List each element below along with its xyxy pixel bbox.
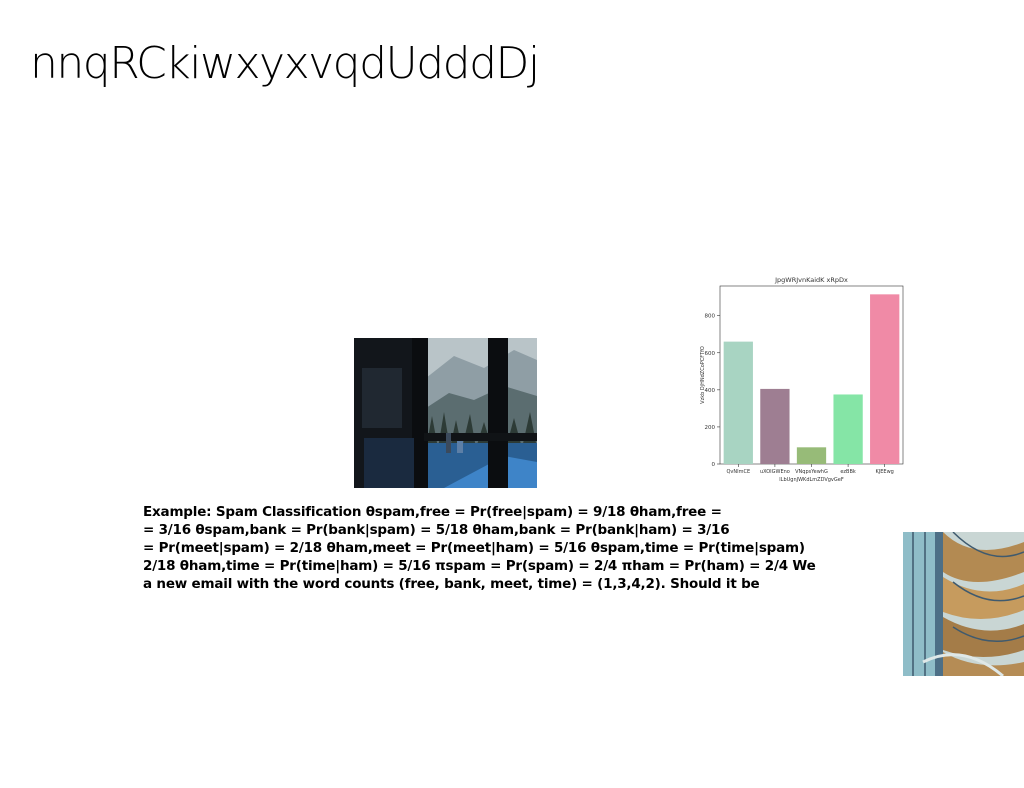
y-tick-label: 0 <box>712 462 716 468</box>
text-line: a new email with the word counts (free, … <box>143 576 760 592</box>
bar <box>833 394 863 464</box>
chart-title: JpgWRJvnKaidK xRpDx <box>774 276 848 284</box>
spiral-staircase-photo <box>903 532 1024 676</box>
window-view-photo <box>354 338 537 488</box>
text-line: = 3/16 θspam,bank = Pr(bank|spam) = 5/18… <box>143 522 730 538</box>
y-tick-label: 200 <box>705 425 716 431</box>
x-tick-label: uXOIGWEno <box>760 469 790 475</box>
x-tick-label: QvNImCE <box>726 469 750 475</box>
bar <box>760 388 790 464</box>
x-tick-label: KJEEwg <box>876 469 894 475</box>
y-tick-label: 800 <box>705 314 716 320</box>
bar <box>796 447 827 464</box>
x-tick-label: ezBBk <box>840 469 856 475</box>
text-line: Example: Spam Classification θspam,free … <box>143 504 722 520</box>
bar <box>870 294 900 464</box>
text-line: = Pr(meet|spam) = 2/18 θham,meet = Pr(me… <box>143 540 805 556</box>
bar <box>723 341 753 464</box>
y-axis-label: Vzkb DjHNdZCoPCFTfO <box>700 346 706 404</box>
bar-chart: JpgWRJvnKaidK xRpDx 0 200 400 600 800 QvNImCE u… <box>693 270 905 490</box>
y-tick-label: 400 <box>705 388 716 394</box>
example-text-block: Example: Spam Classification θspam,free … <box>143 503 863 593</box>
text-line: 2/18 θham,time = Pr(time|ham) = 5/16 πsp… <box>143 558 816 574</box>
x-tick-label: VNqpsYewhG <box>795 469 828 475</box>
y-tick-label: 600 <box>705 351 716 357</box>
x-axis-label: lLbUgnJWKdLmZDVgvGeF <box>779 477 844 483</box>
slide-title: nnqRCkiwxyxvqdUdddDj <box>30 38 540 89</box>
